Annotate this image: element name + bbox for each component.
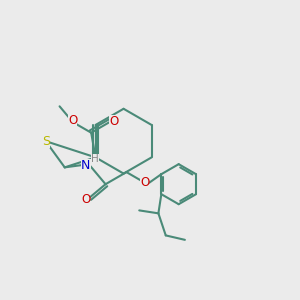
Text: O: O — [68, 114, 77, 127]
Text: O: O — [109, 115, 119, 128]
Text: N: N — [81, 158, 91, 172]
Text: O: O — [140, 176, 149, 189]
Text: O: O — [81, 193, 90, 206]
Text: S: S — [42, 135, 50, 148]
Text: H: H — [91, 154, 99, 164]
